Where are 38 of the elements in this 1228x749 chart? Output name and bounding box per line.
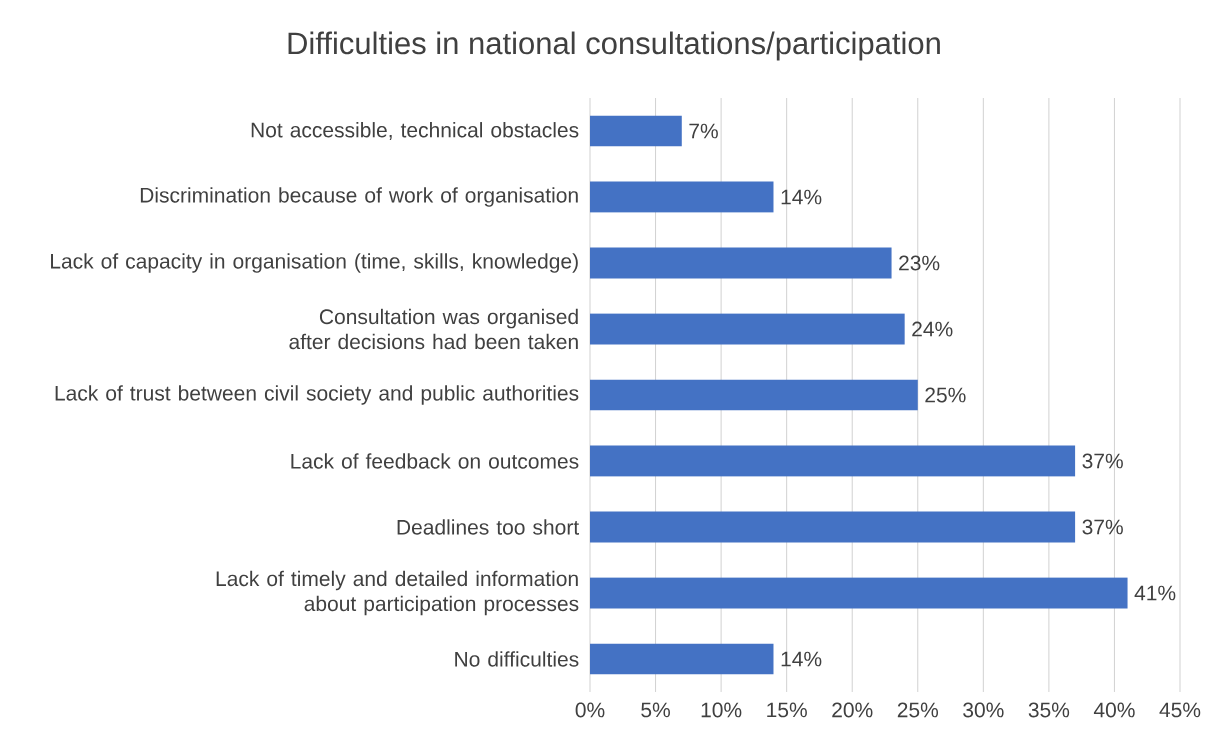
data-label: 41% [1134,585,1176,601]
data-label: 7% [689,123,718,139]
x-tick-label: 45% [1159,702,1201,718]
data-label: 37% [1082,519,1123,535]
bar [590,313,905,345]
bar [590,643,774,675]
data-label: 25% [925,387,966,403]
x-tick-label: 25% [897,702,939,718]
bar [590,511,1076,543]
data-label: 24% [912,321,953,337]
x-tick-label: 40% [1093,702,1135,718]
x-tick-label: 35% [1028,702,1070,718]
x-tick-label: 5% [641,702,670,718]
chart-title: Difficulties in national consultations/participation [288,31,940,61]
bar [590,181,774,213]
y-tick-label: Lack of capacity in organisation (time, skills, knowledge) [51,253,578,273]
y-tick-label: Lack of trust between civil society and public authorities [55,385,579,405]
x-tick-label: 10% [701,702,742,718]
y-tick-label: Not accessible, technical obstacles [251,122,579,140]
bar [590,247,892,279]
y-tick-label: Discrimination because of work of organisation [140,187,578,207]
bar [590,445,1076,477]
bar [590,115,682,147]
y-tick-label: Lack of timely and detailed information about participation processes [216,570,579,616]
x-tick-label: 30% [963,702,1004,718]
data-label: 14% [781,651,822,667]
y-tick-label: Consultation was organised after decisions had been taken [289,308,578,350]
data-label: 37% [1082,453,1123,469]
y-tick-label: Deadlines too short [397,519,579,535]
y-tick-label: No difficulties [455,651,579,667]
bar [590,379,918,411]
data-label: 23% [899,255,940,271]
bar [590,577,1128,609]
data-label: 14% [781,189,822,205]
y-tick-label: Lack of feedback on outcomes [291,453,579,469]
x-tick-label: 15% [767,702,807,718]
x-tick-label: 0% [575,702,605,718]
x-tick-label: 20% [832,702,873,718]
